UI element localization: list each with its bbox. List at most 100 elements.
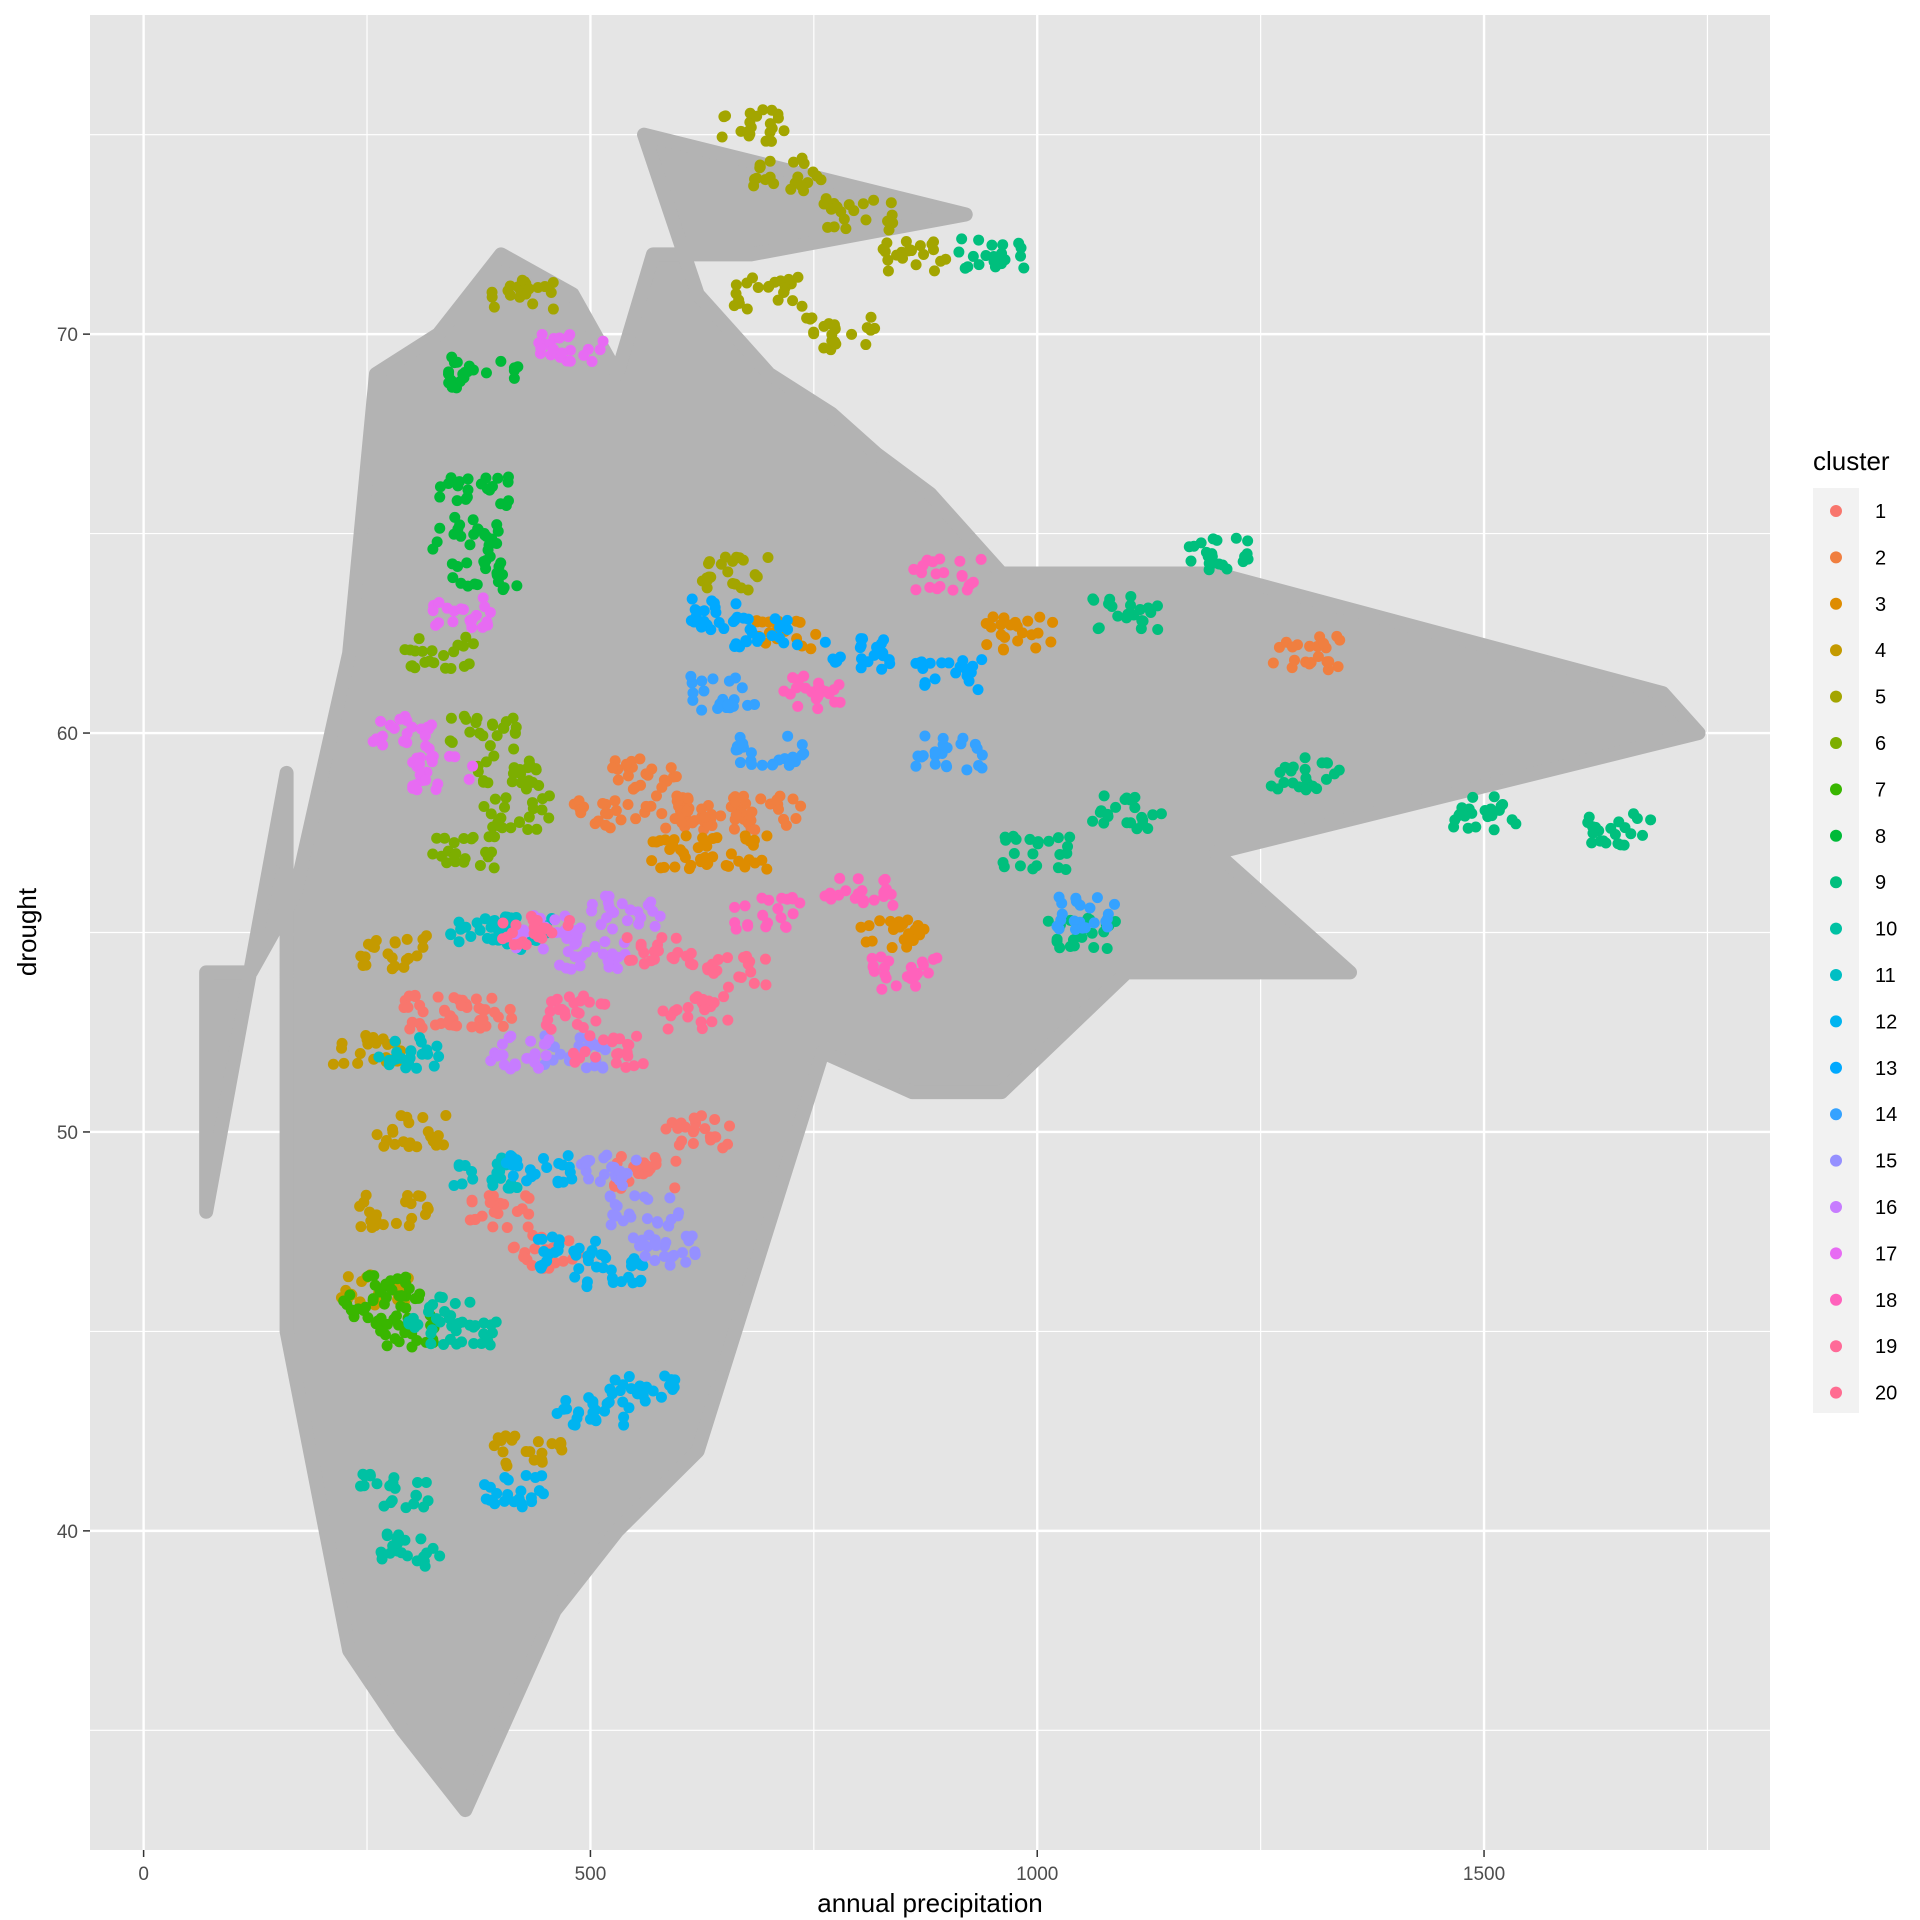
cluster-14-point [957,732,969,744]
cluster-1-point [687,1137,699,1149]
cluster-9-point [1185,555,1197,567]
cluster-18-point [910,584,922,596]
legend-label: 15 [1875,1151,1897,1173]
cluster-2-point [715,810,727,822]
cluster-12-point [537,1152,549,1164]
cluster-7-point [386,1284,398,1296]
cluster-14-point [1100,915,1112,927]
cluster-14-point [1055,914,1067,926]
cluster-20-point [638,958,650,970]
cluster-15-point [617,1179,629,1191]
cluster-12-point [606,1388,618,1400]
cluster-8-point [508,372,520,384]
cluster-3-point [725,848,737,860]
cluster-8-point [495,557,507,569]
cluster-12-point [659,1370,671,1382]
cluster-1-point [469,1213,481,1225]
cluster-12-point [563,1161,575,1173]
cluster-7-point [411,1334,423,1346]
cluster-7-point [360,1301,372,1313]
cluster-10-point [381,1530,393,1542]
cluster-19-point [563,991,575,1003]
cluster-20-point [748,977,760,989]
cluster-19-point [589,1051,601,1063]
cluster-14-point [1068,915,1080,927]
cluster-3-point [1016,627,1028,639]
cluster-3-point [1047,616,1059,628]
cluster-13-point [855,653,867,665]
cluster-19-point [608,1033,620,1045]
cluster-5-point [735,582,747,594]
cluster-13-point [831,655,843,667]
cluster-4-point [398,961,410,973]
cluster-17-point [394,713,406,725]
cluster-15-point [630,1154,642,1166]
cluster-9-point [967,250,979,262]
cluster-1-point [486,992,498,1004]
cluster-17-point [455,603,467,615]
cluster-7-point [393,1336,405,1348]
cluster-5-point [831,201,843,213]
legend-label: 9 [1875,872,1886,894]
cluster-3-point [1009,616,1021,628]
cluster-13-point [929,673,941,685]
cluster-3-point [680,830,692,842]
legend-item-5: 5 [1830,687,1886,709]
cluster-6-point [426,645,438,657]
cluster-3-point [658,861,670,873]
cluster-4-point [520,1445,532,1457]
cluster-9-point [1287,777,1299,789]
cluster-18-point [878,891,890,903]
cluster-16-point [576,950,588,962]
cluster-1-point [506,1012,518,1024]
cluster-18-point [876,983,888,995]
cluster-9-point [1300,784,1312,796]
cluster-5-point [778,125,790,137]
cluster-3-point [1034,611,1046,623]
cluster-9-point [1299,752,1311,764]
cluster-9-point [1300,772,1312,784]
cluster-2-point [1318,637,1330,649]
legend-label: 8 [1875,826,1886,848]
cluster-18-point [786,891,798,903]
cluster-3-point [911,924,923,936]
cluster-9-point [1043,835,1055,847]
cluster-8-point [445,472,457,484]
cluster-3-point [683,863,695,875]
cluster-12-point [637,1260,649,1272]
cluster-16-point [586,898,598,910]
cluster-14-point [1091,892,1103,904]
cluster-4-point [440,1109,452,1121]
cluster-11-point [428,1060,440,1072]
cluster-17-point [427,605,439,617]
cluster-2-point [1303,658,1315,670]
cluster-14-point [929,746,941,758]
cluster-16-point [595,919,607,931]
cluster-1-point [660,1123,672,1135]
cluster-6-point [500,792,512,804]
cluster-3-point [886,942,898,954]
cluster-3-point [903,928,915,940]
cluster-1-point [455,1000,467,1012]
cluster-2-point [686,817,698,829]
cluster-4-point [411,950,423,962]
cluster-14-point [734,757,746,769]
cluster-3-point [860,936,872,948]
cluster-9-point [1619,822,1631,834]
cluster-6-point [500,716,512,728]
cluster-5-point [787,295,799,307]
cluster-13-point [746,627,758,639]
cluster-7-point [375,1325,387,1337]
cluster-3-point [674,844,686,856]
cluster-11-point [504,1182,516,1194]
cluster-16-point [633,918,645,930]
cluster-8-point [449,511,461,523]
cluster-10-point [451,1338,463,1350]
cluster-1-point [448,992,460,1004]
cluster-15-point [651,1216,663,1228]
cluster-11-point [486,1174,498,1186]
cluster-4-point [500,1430,512,1442]
cluster-2-point [730,809,742,821]
cluster-4-point [365,1215,377,1227]
cluster-points [327,104,1657,1572]
